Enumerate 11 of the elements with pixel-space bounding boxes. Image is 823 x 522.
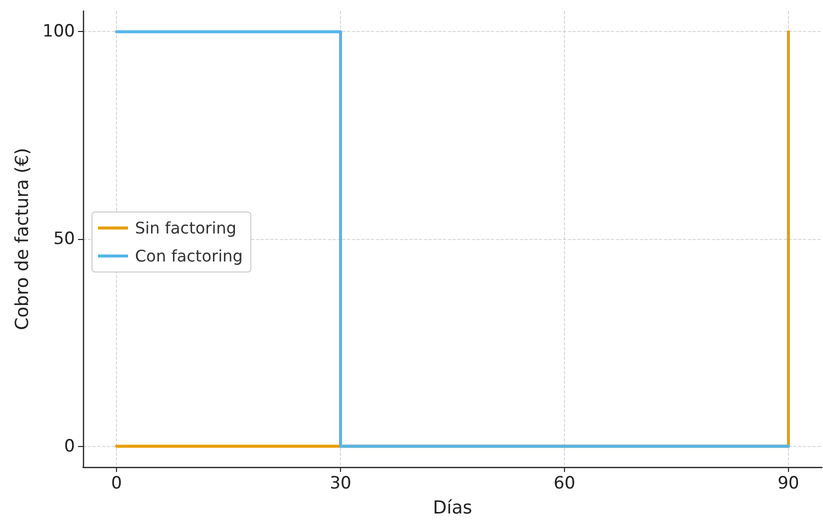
x-tick-label: 90 [778,474,800,494]
x-tick-label: 30 [330,474,352,494]
legend-label: Con factoring [135,246,243,266]
x-tick-label: 60 [554,474,576,494]
x-tick-label: 0 [111,474,122,494]
y-tick-label: 100 [42,22,75,42]
y-axis-title: Cobro de factura (€) [12,148,34,330]
x-axis-title: Días [432,498,472,518]
y-tick-label: 50 [53,229,75,249]
legend-label: Sin factoring [135,218,236,238]
y-tick-label: 0 [64,436,75,456]
